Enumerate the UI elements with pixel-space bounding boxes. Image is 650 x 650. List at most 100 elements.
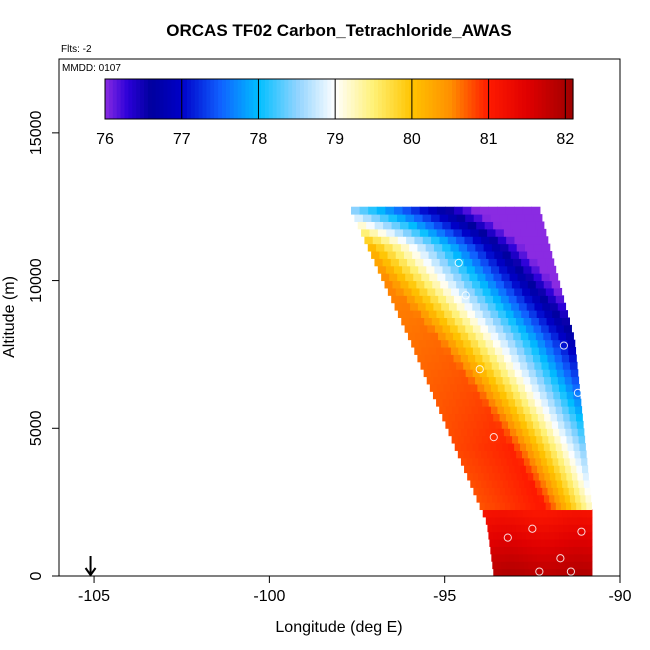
heatmap-cell: [481, 479, 487, 488]
colorbar-segment: [163, 79, 168, 119]
heatmap-cell: [490, 546, 496, 555]
heatmap-cell: [460, 354, 469, 363]
heatmap-cell: [582, 546, 588, 555]
y-tick-label: 0: [28, 571, 45, 580]
heatmap-cell: [573, 561, 579, 570]
heatmap-cell: [518, 354, 527, 363]
heatmap-cell: [532, 509, 538, 518]
heatmap-cell: [507, 531, 513, 540]
heatmap-cell: [536, 435, 543, 444]
colorbar-segment: [467, 79, 473, 119]
heatmap-cell: [558, 524, 564, 533]
sample-point: [587, 441, 597, 451]
heatmap-cell: [402, 302, 411, 311]
heatmap-cell: [556, 479, 563, 488]
heatmap-cell: [411, 206, 421, 215]
heatmap-cell: [515, 487, 522, 496]
sample-point: [528, 524, 537, 533]
colorbar-segment: [155, 79, 161, 119]
heatmap-cell: [543, 332, 552, 341]
heatmap-cell: [526, 487, 533, 496]
heatmap-cell: [515, 265, 524, 274]
heatmap-cell: [384, 243, 394, 252]
heatmap-cell: [578, 553, 584, 562]
heatmap-cell: [493, 531, 499, 540]
heatmap-cell: [430, 369, 439, 378]
colorbar-segment: [537, 79, 543, 119]
heatmap-cell: [553, 524, 560, 533]
heatmap-cell: [377, 265, 387, 274]
heatmap-cell: [488, 376, 497, 385]
heatmap-cell: [475, 398, 483, 407]
heatmap-cell: [514, 561, 520, 570]
heatmap-cell: [493, 568, 499, 577]
heatmap-cell: [450, 383, 458, 392]
heatmap-cell: [436, 383, 444, 392]
colorbar-segment: [389, 79, 395, 119]
heatmap-cell: [518, 221, 528, 230]
heatmap-cell: [509, 376, 517, 385]
heatmap-cell: [547, 354, 556, 363]
heatmap-cell: [528, 332, 537, 341]
heatmap-cell: [571, 428, 579, 437]
heatmap-cell: [561, 443, 569, 451]
heatmap-cell: [526, 391, 534, 400]
heatmap-cell: [482, 265, 492, 274]
heatmap-cell: [477, 251, 487, 259]
colorbar-segment: [569, 79, 574, 119]
heatmap-cell: [520, 524, 526, 533]
heatmap-cell: [477, 383, 485, 392]
colorbar-segment: [565, 79, 570, 119]
heatmap-cell: [422, 236, 432, 245]
colorbar-segment: [261, 79, 266, 119]
heatmap-cell: [492, 450, 500, 459]
heatmap-cell: [582, 561, 588, 570]
heatmap-cell: [518, 546, 524, 555]
heatmap-cell: [550, 302, 559, 311]
heatmap-cell: [511, 302, 520, 311]
colorbar-segment: [124, 79, 129, 119]
heatmap-cell: [582, 509, 588, 518]
colorbar-segment: [303, 79, 309, 119]
heatmap-cell: [470, 420, 478, 429]
heatmap-cell: [432, 280, 441, 289]
heatmap-cell: [408, 317, 418, 326]
heatmap-cell: [467, 243, 476, 252]
heatmap-cell: [484, 361, 493, 370]
heatmap-cell: [496, 561, 502, 570]
heatmap-cell: [516, 347, 525, 355]
heatmap-cell: [472, 258, 481, 267]
heatmap-cell: [540, 502, 547, 511]
heatmap-cell: [445, 228, 454, 237]
heatmap-cell: [530, 502, 537, 511]
heatmap-cell: [521, 258, 530, 267]
heatmap-cell: [539, 524, 545, 533]
heatmap-cell: [480, 258, 490, 267]
heatmap-cell: [498, 310, 507, 318]
heatmap-cell: [497, 428, 505, 437]
heatmap-cell: [526, 420, 534, 429]
heatmap-cell: [452, 406, 460, 415]
colorbar-segment: [530, 79, 535, 119]
heatmap-cell: [518, 479, 525, 488]
heatmap-cell: [528, 398, 536, 407]
colorbar-segment: [140, 79, 145, 119]
heatmap-cell: [453, 273, 462, 282]
heatmap-cell: [556, 324, 565, 333]
plot-frame: [58, 58, 621, 577]
heatmap-cell: [548, 516, 554, 525]
heatmap-cell: [540, 539, 546, 547]
heatmap-cell: [525, 354, 534, 363]
heatmap-cell: [476, 494, 483, 503]
heatmap-cell: [442, 398, 450, 407]
heatmap-cell: [470, 228, 480, 237]
heatmap-cell: [533, 450, 540, 459]
heatmap-cell: [468, 332, 477, 341]
heatmap-cell: [519, 391, 528, 400]
sample-point: [454, 258, 463, 267]
heatmap-cell: [394, 228, 404, 237]
heatmap-cell: [508, 243, 518, 252]
heatmap-cell: [514, 465, 521, 474]
heatmap-cell: [545, 546, 551, 555]
heatmap-cell: [406, 295, 416, 304]
